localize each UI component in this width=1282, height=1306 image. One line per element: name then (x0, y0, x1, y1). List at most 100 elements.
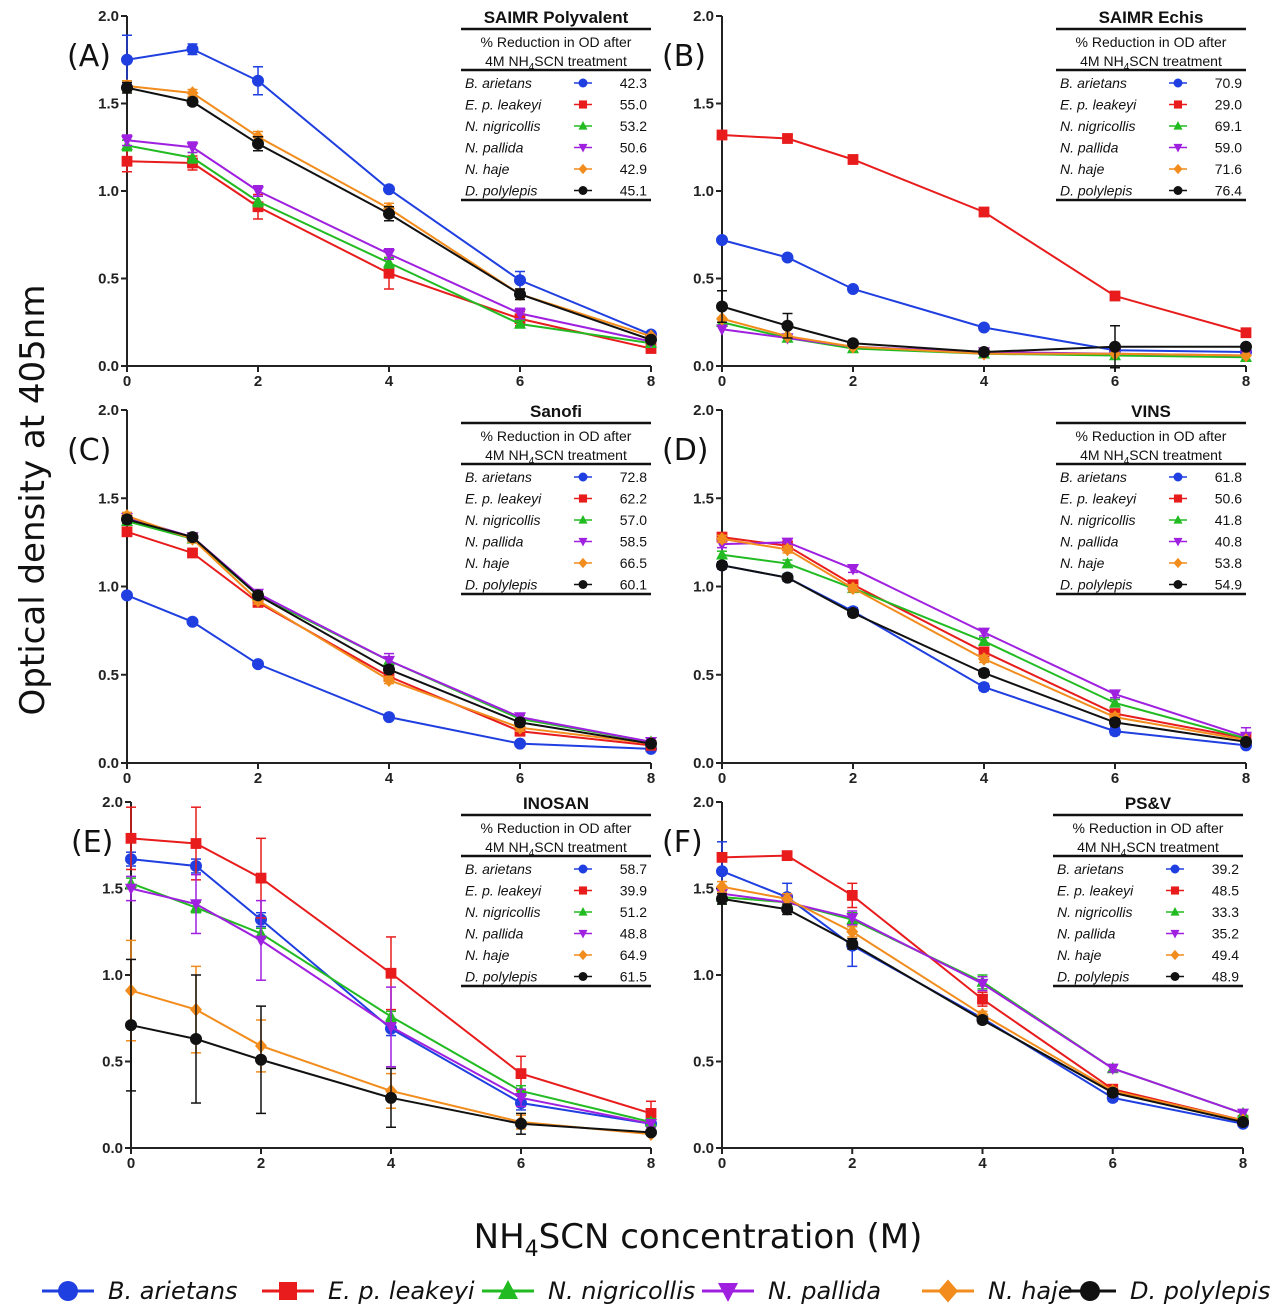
table-row: E. p. leakeyi 39.9 (465, 883, 647, 899)
table-reduction-value: 51.2 (620, 904, 647, 920)
antivenom-title: INOSAN (523, 794, 589, 813)
table-header-2a: 4M NH (1080, 53, 1124, 69)
table-reduction-value: 40.8 (1215, 534, 1242, 550)
table-header-2b: SCN treatment (1126, 839, 1219, 855)
table-reduction-value: 50.6 (620, 140, 647, 156)
table-species: E. p. leakeyi (1057, 883, 1134, 899)
y-tick-label: 2.0 (102, 794, 123, 811)
series-d-polylepis (716, 290, 1252, 369)
data-point (186, 43, 199, 56)
legend-marker (58, 1281, 78, 1301)
data-point (1109, 696, 1121, 708)
table-species: B. arietans (465, 861, 532, 877)
table-header-line-1: % Reduction in OD after (1076, 428, 1227, 444)
data-point (125, 832, 137, 844)
data-point (121, 155, 133, 167)
table-row: E. p. leakeyi 50.6 (1060, 491, 1242, 507)
series-e-p-leakeyi (716, 129, 1252, 339)
table-row: B. arietans 70.9 (1060, 75, 1242, 91)
x-tick-label: 2 (849, 770, 857, 787)
table-reduction-value: 48.8 (620, 926, 647, 942)
data-point (121, 81, 133, 94)
y-tick-label: 0.0 (693, 358, 714, 375)
data-point (383, 673, 395, 687)
table-header-line-2: 4M NH4SCN treatment (485, 53, 627, 73)
data-point (645, 333, 657, 346)
x-tick-label: 6 (1111, 770, 1119, 787)
series-line (126, 594, 652, 750)
data-point (781, 850, 793, 862)
data-point (781, 903, 794, 916)
table-species: N. haje (465, 947, 510, 963)
data-point (977, 993, 988, 1005)
reduction-table: PS&V % Reduction in OD after 4M NH4SCN tre… (1053, 794, 1243, 988)
table-reduction-value: 70.9 (1215, 75, 1242, 91)
table-species: N. pallida (1057, 926, 1116, 942)
table-reduction-value: 61.5 (620, 969, 647, 985)
table-header-line-2: 4M NH4SCN treatment (1080, 447, 1222, 467)
series-d-polylepis (716, 559, 1252, 748)
table-row: N. nigricollis 53.2 (465, 118, 647, 134)
y-tick-label: 0.5 (693, 667, 714, 684)
table-species: E. p. leakeyi (465, 97, 542, 113)
data-point (1106, 1086, 1119, 1099)
legend-item-n-nigricollis: N. nigricollis (482, 1277, 695, 1305)
series-line (126, 518, 652, 745)
table-reduction-value: 62.2 (620, 491, 647, 507)
table-row: D. polylepis 48.9 (1057, 969, 1239, 985)
table-header-2sub: 4 (529, 62, 535, 73)
data-point (716, 892, 728, 905)
data-point (383, 249, 395, 261)
table-species: N. haje (1057, 947, 1102, 963)
series-line (721, 897, 1244, 1124)
data-point (121, 589, 133, 602)
x-tick-label: 6 (517, 1155, 525, 1172)
x-tick-label: 6 (1109, 1155, 1117, 1172)
table-header-2a: 4M NH (1080, 447, 1124, 463)
table-header-2b: SCN treatment (534, 839, 627, 855)
data-point (186, 142, 199, 154)
table-marker (578, 907, 588, 916)
table-marker (578, 163, 588, 175)
legend-label: N. haje (988, 1277, 1073, 1305)
x-tick-label: 8 (1242, 770, 1250, 787)
x-tick-label: 2 (254, 373, 262, 390)
data-point (782, 133, 793, 144)
table-row: N. nigricollis 33.3 (1057, 904, 1239, 920)
table-species: N. pallida (465, 534, 524, 550)
table-reduction-value: 53.8 (1215, 555, 1242, 571)
table-header-2a: 4M NH (485, 447, 529, 463)
table-row: B. arietans 39.2 (1057, 861, 1239, 877)
x-tick-label: 4 (980, 373, 989, 390)
x-tick-label: 0 (123, 373, 131, 390)
data-point (645, 1126, 657, 1139)
table-row: N. pallida 50.6 (465, 140, 647, 156)
y-tick-label: 1.5 (693, 881, 714, 898)
x-tick-label: 8 (647, 770, 655, 787)
data-point (976, 1013, 989, 1026)
panel-d: 0.0 0.5 1.0 1.5 2.0 0 2 4 6 8 (D) VINS % Reduction i… (662, 402, 1252, 787)
data-point (781, 319, 794, 332)
table-header-line-2: 4M NH4SCN treatment (485, 839, 627, 859)
y-tick-label: 0.5 (693, 271, 714, 288)
table-row: D. polylepis 45.1 (465, 183, 647, 199)
y-tick-label: 1.5 (693, 490, 714, 507)
table-marker (1173, 580, 1183, 589)
data-point (978, 634, 990, 647)
table-species: E. p. leakeyi (1060, 97, 1137, 113)
data-point (781, 556, 794, 569)
table-marker (578, 864, 588, 874)
table-species: B. arietans (1057, 861, 1124, 877)
table-reduction-value: 58.7 (620, 861, 647, 877)
table-row: D. polylepis 60.1 (465, 577, 647, 593)
table-row: N. nigricollis 41.8 (1060, 512, 1242, 528)
table-reduction-value: 33.3 (1212, 904, 1239, 920)
table-row: E. p. leakeyi 62.2 (465, 491, 647, 507)
data-point (781, 542, 794, 557)
series-n-nigricollis (121, 138, 657, 349)
y-tick-label: 0.0 (98, 358, 119, 375)
data-point (978, 206, 990, 218)
data-point (515, 1117, 527, 1130)
table-reduction-value: 35.2 (1212, 926, 1239, 942)
series-line (126, 144, 652, 345)
